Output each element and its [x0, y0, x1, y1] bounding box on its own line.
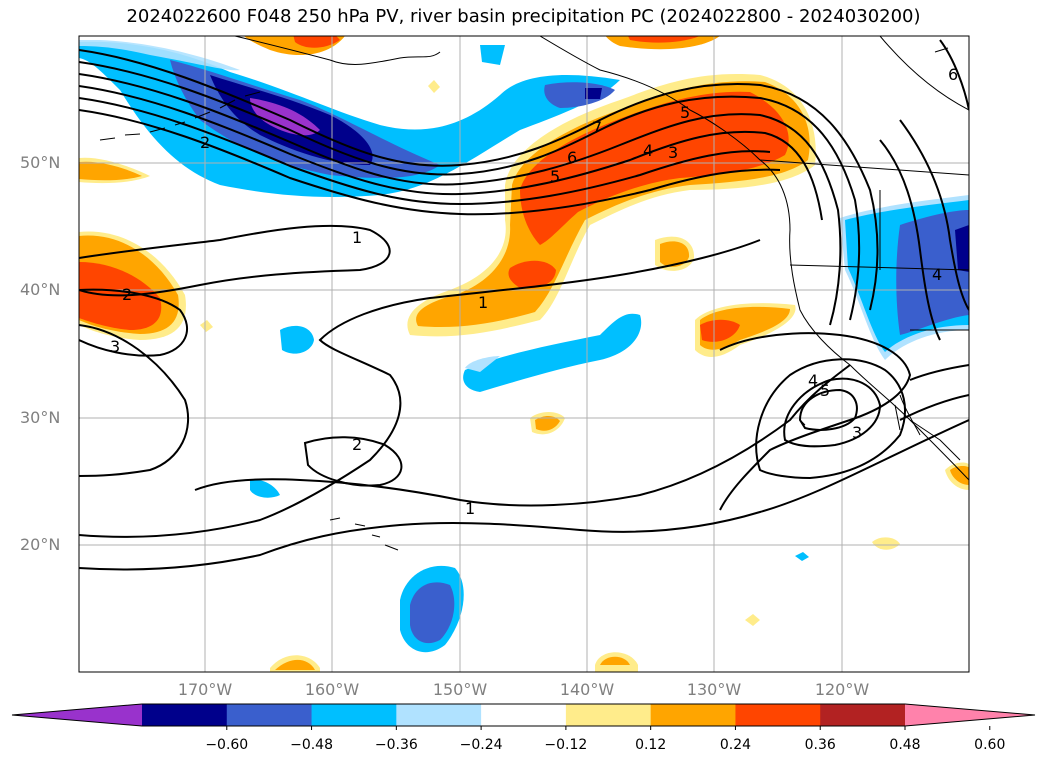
- colorbar-tick-label: 0.48: [889, 737, 921, 753]
- contour-labels: 1 1 1 2 2 2 3 3 3 4 5 5 6 6 7 4 5 4: [110, 65, 958, 518]
- lon-label: 160°W: [304, 680, 360, 699]
- lat-label: 50°N: [20, 153, 61, 172]
- contour-label: 6: [567, 148, 577, 167]
- contour-label: 3: [110, 337, 120, 356]
- colorbar-segment: [142, 704, 228, 726]
- lon-label: 140°W: [559, 680, 615, 699]
- contour-label: 5: [550, 167, 560, 186]
- colorbar-segment: [565, 704, 652, 726]
- lon-label: 120°W: [814, 680, 870, 699]
- colorbar-tick-label: −0.48: [290, 737, 333, 753]
- colorbar-segment: [820, 704, 906, 726]
- contour-label: 1: [465, 499, 475, 518]
- contour-label: 1: [478, 293, 488, 312]
- colorbar-extend-low: [12, 704, 142, 726]
- contour-label: 1: [352, 228, 362, 247]
- contour-label: 4: [643, 141, 653, 160]
- pv-precip-map: 1 1 1 2 2 2 3 3 3 4 5 5 6 6 7 4 5 4: [78, 35, 970, 673]
- colorbar-segment: [650, 704, 736, 726]
- colorbar-tick-label: 0.60: [974, 737, 1006, 753]
- contour-label: 5: [680, 103, 690, 122]
- contour-label: 6: [948, 65, 958, 84]
- contour-label: 5: [820, 381, 830, 400]
- colorbar-tick-label: −0.12: [544, 737, 588, 753]
- contour-label: 4: [932, 265, 942, 284]
- contour-label: 2: [352, 435, 362, 454]
- colorbar-outline: [11, 703, 1036, 727]
- colorbar-segment: [735, 704, 821, 726]
- colorbar-tick-label: −0.60: [205, 737, 249, 753]
- lon-label: 150°W: [432, 680, 488, 699]
- contour-label: 3: [852, 423, 862, 442]
- colorbar-tick-label: 0.36: [804, 737, 836, 753]
- colorbar-tick-label: −0.24: [459, 737, 503, 753]
- colorbar-tick-label: 0.12: [635, 737, 667, 753]
- lat-label: 20°N: [20, 535, 61, 554]
- contour-label: 7: [592, 118, 602, 137]
- lon-label: 130°W: [686, 680, 742, 699]
- colorbar-segment: [481, 704, 567, 726]
- lon-label: 170°W: [177, 680, 233, 699]
- lat-label: 40°N: [20, 280, 61, 299]
- contour-label: 2: [200, 133, 210, 152]
- contour-label: 2: [122, 285, 132, 304]
- contour-label: 4: [808, 371, 818, 390]
- colorbar-extend-high: [905, 704, 1035, 726]
- map-title: 2024022600 F048 250 hPa PV, river basin …: [126, 6, 921, 27]
- pv-contours: [79, 39, 969, 571]
- contour-label: 3: [668, 143, 678, 162]
- map-frame: [78, 35, 970, 673]
- colorbar-tick-label: 0.24: [719, 737, 752, 753]
- colorbar-tick-label: −0.36: [374, 737, 418, 753]
- colorbar-segment: [226, 704, 313, 726]
- lat-label: 30°N: [20, 408, 61, 427]
- colorbar-segment: [311, 704, 397, 726]
- colorbar-segment: [396, 704, 482, 726]
